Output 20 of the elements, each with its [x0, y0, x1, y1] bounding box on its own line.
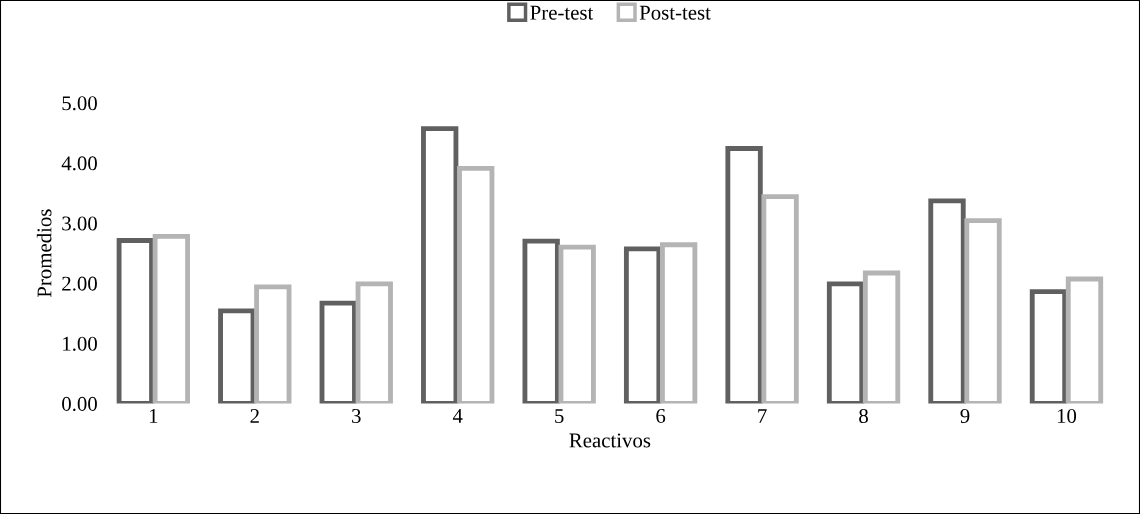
- x-tick-label: 7: [758, 409, 767, 423]
- x-tick-label: 5: [555, 409, 564, 424]
- x-tick-label: 3: [352, 409, 361, 424]
- y-tick-label: 3.00: [62, 216, 97, 231]
- y-tick-label: 2.00: [62, 276, 97, 291]
- x-tick-label: 4: [452, 409, 463, 423]
- legend-label: Pre-test: [530, 5, 594, 20]
- y-tick-label: 0.00: [62, 396, 97, 412]
- y-tick-label: 4.00: [61, 156, 97, 171]
- x-axis-title: Reactivos: [569, 433, 651, 448]
- x-tick-label: 2: [250, 409, 259, 423]
- x-tick-label: 8: [859, 408, 868, 424]
- y-tick-label: 5.00: [62, 96, 97, 111]
- y-axis-title: Promedios: [36, 209, 52, 298]
- x-tick-label: 1: [149, 409, 158, 423]
- x-tick-label: 6: [656, 409, 666, 424]
- x-tick-label: 9: [960, 409, 970, 424]
- y-tick-label: 1.00: [63, 336, 97, 351]
- x-tick-label: 10: [1057, 408, 1077, 424]
- legend-label: Post-test: [639, 5, 711, 20]
